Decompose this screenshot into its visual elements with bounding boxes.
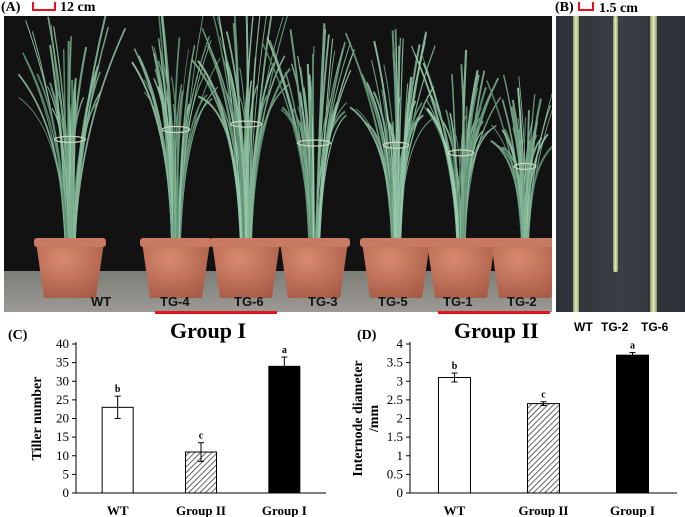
x-tick-label: Group II [519, 503, 569, 517]
y-tick-label: 10 [56, 448, 69, 463]
y-tick-label: 15 [56, 429, 69, 444]
chart-d-title: Group II [454, 318, 539, 343]
significance-letter: b [115, 384, 121, 395]
chart-c-title: Group I [170, 318, 247, 343]
y-tick-label: 3.5 [387, 355, 403, 370]
plant-label-tg6: TG-6 [234, 294, 264, 309]
plant-4 [261, 23, 355, 298]
scale-text-a: 12 cm [60, 0, 96, 15]
y-tick-label: 1.5 [387, 429, 403, 444]
stem-label-tg6: TG-6 [641, 320, 669, 334]
x-tick-label: Group II [176, 503, 226, 517]
plant-6 [410, 45, 502, 298]
y-tick-label: 20 [56, 411, 69, 426]
plant-label-tg3: TG-3 [308, 294, 338, 309]
group-underline-2 [438, 311, 550, 314]
y-tick-label: 5 [63, 466, 70, 481]
panel-d-label: (D) [357, 328, 377, 343]
y-tick-label: 3 [397, 373, 404, 388]
bar-wt [438, 377, 471, 494]
y-tick-label: 1 [397, 448, 404, 463]
group-underline-1 [155, 311, 277, 314]
chart-c: 0 5 10 15 20 25 30 35 40 Tiller number b WT c Group I… [30, 336, 326, 517]
significance-letter: b [452, 361, 458, 372]
plant-1 [17, 16, 127, 298]
x-tick-label: Group I [610, 503, 655, 517]
plant-label-tg4: TG-4 [160, 294, 190, 309]
significance-letter: c [199, 431, 204, 442]
plant-label-tg5: TG-5 [378, 294, 408, 309]
bar-group-i [268, 365, 301, 494]
stem-tg6 [650, 16, 657, 312]
bar-group-ii [527, 403, 560, 494]
y-tick-label: 2 [397, 411, 404, 426]
panel-c-label: (C) [8, 328, 28, 343]
plant-photo [4, 16, 552, 312]
y-tick-label: 0.5 [387, 466, 403, 481]
y-tick-label: 40 [56, 336, 69, 351]
y-tick-label: 4 [397, 336, 404, 351]
scale-bar-b [578, 2, 594, 11]
scale-bar-a [32, 2, 56, 11]
stem-photo-drawing [556, 16, 685, 312]
bar-group-i [616, 354, 649, 494]
x-tick-label: Group I [262, 503, 307, 517]
plant-3 [190, 16, 291, 298]
y-tick-label: 30 [56, 373, 69, 388]
y-tick-label: 0 [63, 485, 70, 500]
x-tick-label: WT [444, 503, 466, 517]
stem-label-tg2: TG-2 [601, 320, 629, 334]
plants-group [17, 16, 552, 298]
plant-photo-drawing [4, 16, 552, 312]
significance-letter: a [282, 345, 287, 356]
bar-wt [101, 406, 134, 494]
stem-wt [573, 16, 579, 312]
plant-label-tg2: TG-2 [507, 294, 537, 309]
significance-letter: c [541, 390, 546, 401]
stem-tg2 [613, 16, 618, 272]
chart-d: 0 0.5 1 1.5 2 2.5 3 3.5 4 Internode diameter/mm b W… [351, 336, 677, 517]
plant-label-tg1: TG-1 [443, 294, 473, 309]
stem-photo [556, 16, 685, 312]
scale-text-b: 1.5 cm [599, 1, 638, 16]
y-tick-label: 0 [397, 485, 404, 500]
x-tick-label: WT [107, 503, 129, 517]
y-axis-label: Tiller number [30, 377, 45, 461]
significance-letter: a [630, 341, 635, 352]
y-tick-label: 35 [56, 355, 69, 370]
plant-5 [344, 29, 436, 298]
plant-2 [131, 16, 221, 298]
y-tick-label: 2.5 [387, 392, 403, 407]
panel-a-label: (A) [1, 0, 21, 15]
y-tick-label: 25 [56, 392, 69, 407]
plant-label-wt: WT [91, 294, 112, 309]
stem-label-wt: WT [574, 320, 593, 334]
plant-7 [486, 74, 552, 298]
y-axis-label: Internode diameter/mm [351, 360, 382, 476]
panel-b-label: (B) [555, 0, 574, 15]
